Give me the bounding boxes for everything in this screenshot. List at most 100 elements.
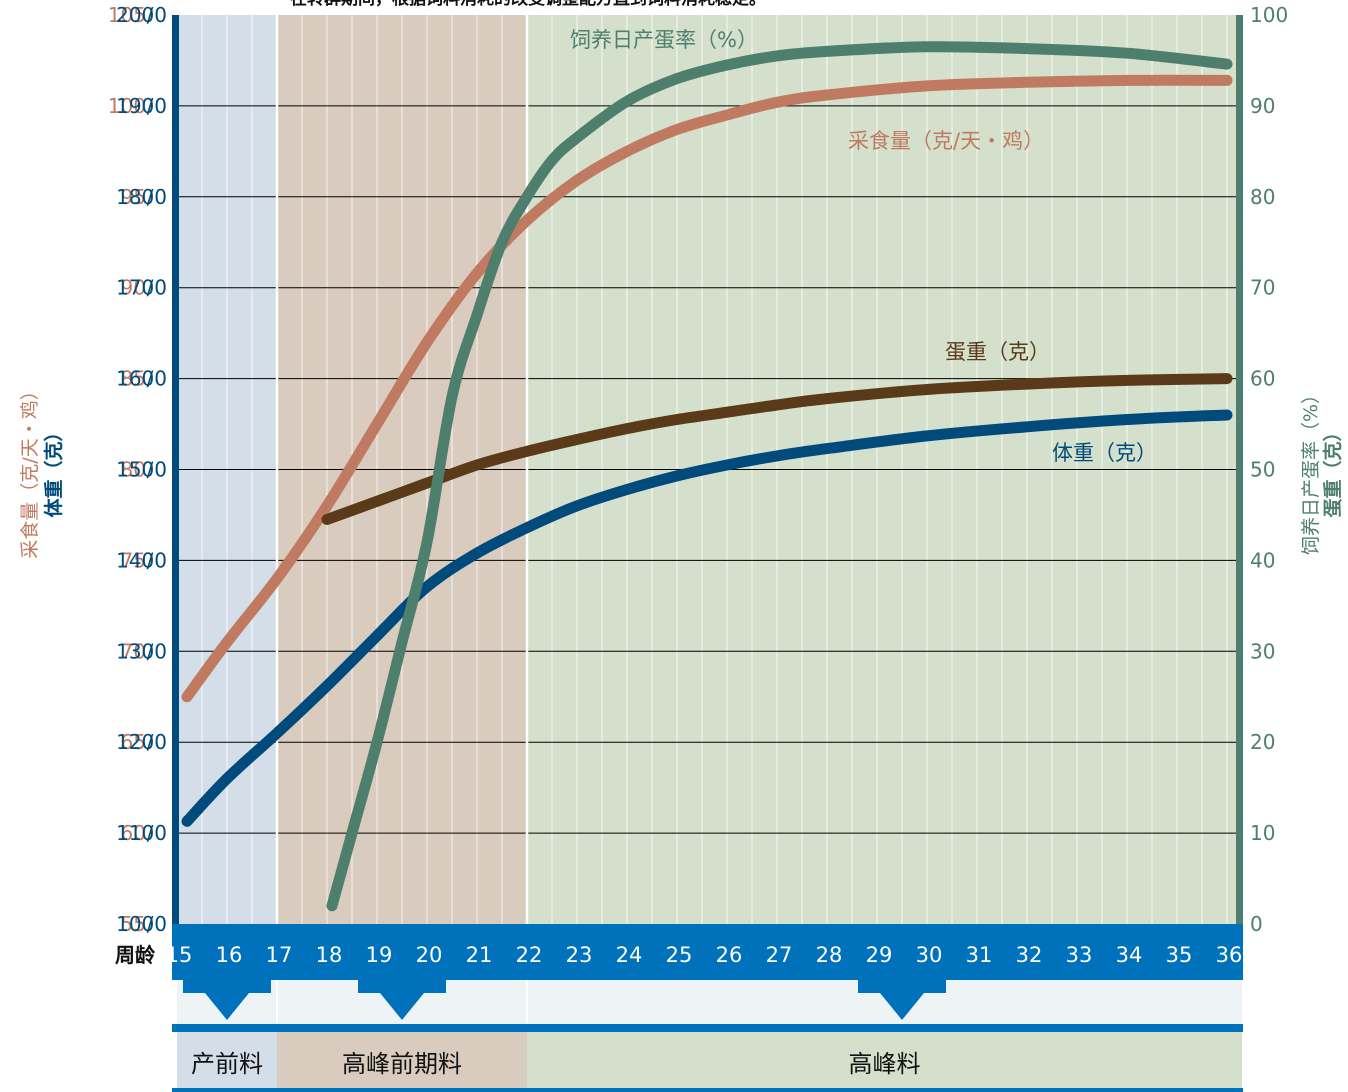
left-tick-separator: / <box>147 367 154 391</box>
week-tick: 19 <box>366 943 393 967</box>
left-tick-weight: 1800 <box>116 185 167 209</box>
right-axis-label-rate: 饲养日产蛋率（%） <box>1300 385 1322 555</box>
week-tick: 36 <box>1216 943 1243 967</box>
series-lines <box>181 41 1233 912</box>
left-tick-feed: 65 <box>121 730 146 754</box>
phase-arrow-area <box>177 980 1242 1024</box>
left-tick-weight: 1900 <box>116 94 167 118</box>
week-tick: 17 <box>266 943 293 967</box>
series-label-body-weight: 体重（克） <box>1052 441 1157 465</box>
left-tick-feed: 95 <box>121 185 146 209</box>
left-tick-weight: 1300 <box>116 639 167 663</box>
left-tick-weight: 1600 <box>116 367 167 391</box>
left-tick-separator: / <box>147 458 154 482</box>
phase-label-0: 产前料 <box>191 1050 263 1078</box>
right-axis-label-egg: 蛋重（克） <box>1321 422 1344 517</box>
right-tick: 40 <box>1250 548 1275 572</box>
series-line-1 <box>181 74 1233 703</box>
right-tick: 20 <box>1250 730 1275 754</box>
left-tick-feed: 90 <box>121 276 146 300</box>
left-tick-weight: 1400 <box>116 548 167 572</box>
series-label-feed: 采食量（克/天・鸡） <box>848 129 1044 153</box>
left-tick-feed: 100 <box>108 94 146 118</box>
right-tick: 100 <box>1250 3 1288 27</box>
series-label-egg-weight: 蛋重（克） <box>945 340 1050 364</box>
week-tick-labels: 15 16 17 18 19 20 21 22 23 24 25 26 27 28 29 30 31 32 33 34… <box>166 943 1243 967</box>
right-tick: 0 <box>1250 912 1263 936</box>
week-tick: 32 <box>1016 943 1043 967</box>
phase-label-bg-0 <box>177 1032 277 1088</box>
week-tick: 15 <box>166 943 193 967</box>
phase-separators <box>275 15 529 924</box>
left-tick-separator: / <box>147 276 154 300</box>
right-tick: 70 <box>1250 276 1275 300</box>
phase-arrow-2 <box>858 980 946 1020</box>
left-axis-bar <box>172 15 179 925</box>
left-tick-separator: / <box>147 730 154 754</box>
phase-arrow-0 <box>183 980 271 1020</box>
series-line-0 <box>326 41 1233 912</box>
left-tick-feed: 55 <box>121 912 146 936</box>
week-tick: 18 <box>316 943 343 967</box>
right-tick: 60 <box>1250 367 1275 391</box>
left-tick-weight: 2000 <box>116 3 167 27</box>
week-tick: 26 <box>716 943 743 967</box>
left-tick-separator: / <box>147 94 154 118</box>
left-tick-feed: 85 <box>121 367 146 391</box>
left-tick-weight: 1200 <box>116 730 167 754</box>
week-tick: 34 <box>1116 943 1143 967</box>
phase-label-bg-1 <box>277 1032 527 1088</box>
left-tick-weight: 1500 <box>116 458 167 482</box>
series-line-3 <box>181 409 1233 827</box>
phase-label-row: 产前料 高峰前期料 高峰料 <box>177 980 1242 1088</box>
chart-title: 在转群期间，根据饲料消耗的改变调整配方直到饲料消耗稳定。 <box>290 0 766 9</box>
week-tick: 25 <box>666 943 693 967</box>
week-tick: 24 <box>616 943 643 967</box>
right-tick: 10 <box>1250 821 1275 845</box>
phase-label-bg-2 <box>527 1032 1242 1088</box>
right-tick: 30 <box>1250 639 1275 663</box>
left-tick-feed: 70 <box>121 639 146 663</box>
left-tick-feed: 80 <box>121 458 146 482</box>
left-tick-separator: / <box>147 185 154 209</box>
week-tick: 27 <box>766 943 793 967</box>
left-axis-label-weight: 体重（克） <box>42 422 65 517</box>
week-tick: 21 <box>466 943 493 967</box>
week-tick: 20 <box>416 943 443 967</box>
left-tick-separator: / <box>147 821 154 845</box>
left-tick-feed: 105 <box>108 3 146 27</box>
week-tick: 30 <box>916 943 943 967</box>
x-axis-label: 周龄 <box>115 943 156 967</box>
left-tick-weight: 1000 <box>116 912 167 936</box>
series-label-rate: 饲养日产蛋率（%） <box>570 28 758 52</box>
left-tick-separator: / <box>147 912 154 936</box>
left-tick-separator: / <box>147 3 154 27</box>
phase-arrow-1 <box>358 980 446 1020</box>
left-tick-weight: 1700 <box>116 276 167 300</box>
week-tick: 23 <box>566 943 593 967</box>
left-axis-label-feed: 采食量（克/天・鸡） <box>19 381 41 558</box>
week-tick: 31 <box>966 943 993 967</box>
phase-label-1: 高峰前期料 <box>342 1050 462 1078</box>
left-tick-labels: 105/2000100/190095/180090/170085/160080/… <box>108 3 167 936</box>
right-axis-bar <box>1236 15 1243 925</box>
week-tick: 22 <box>516 943 543 967</box>
week-axis-band <box>172 924 1243 980</box>
series-line-2 <box>321 373 1233 525</box>
right-tick: 90 <box>1250 94 1275 118</box>
left-tick-separator: / <box>147 548 154 572</box>
phase-divider-bar <box>172 1024 1243 1032</box>
left-tick-weight: 1100 <box>116 821 167 845</box>
bottom-edge-bar <box>172 1088 1243 1092</box>
week-tick: 28 <box>816 943 843 967</box>
right-tick: 50 <box>1250 458 1275 482</box>
left-tick-separator: / <box>147 639 154 663</box>
week-tick: 33 <box>1066 943 1093 967</box>
phase-label-2: 高峰料 <box>849 1050 921 1078</box>
left-tick-feed: 75 <box>121 548 146 572</box>
week-tick: 29 <box>866 943 893 967</box>
week-tick: 16 <box>216 943 243 967</box>
week-tick: 35 <box>1166 943 1193 967</box>
